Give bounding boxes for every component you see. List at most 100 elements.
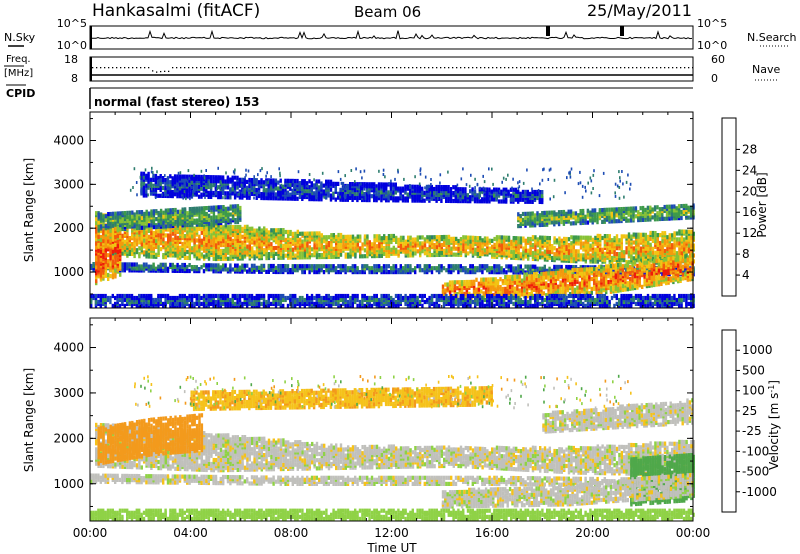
data-cell	[651, 238, 655, 243]
data-cell	[150, 223, 153, 228]
data-cell	[255, 250, 259, 255]
data-cell	[383, 251, 386, 256]
data-cell	[647, 234, 650, 239]
data-cell	[332, 233, 335, 238]
data-cell	[370, 266, 374, 271]
data-cell	[354, 268, 357, 273]
data-cell	[186, 264, 189, 270]
data-cell	[579, 257, 583, 262]
data-cell	[358, 270, 362, 275]
data-cell	[404, 264, 407, 269]
data-cell	[452, 236, 455, 241]
data-cell	[455, 246, 458, 251]
data-cell	[272, 253, 275, 258]
data-cell	[157, 193, 160, 198]
data-cell	[383, 245, 386, 251]
data-cell	[399, 243, 403, 248]
data-cell	[274, 178, 278, 183]
data-cell	[181, 251, 184, 256]
data-cell	[382, 264, 386, 269]
data-cell	[495, 264, 498, 269]
data-cell	[227, 206, 230, 211]
data-cell	[234, 225, 237, 230]
data-cell	[207, 184, 210, 190]
data-cell	[407, 235, 410, 240]
data-cell	[368, 240, 371, 245]
data-cell	[243, 187, 246, 192]
data-cell	[203, 248, 206, 253]
data-cell	[685, 229, 688, 234]
data-cell	[527, 236, 530, 241]
data-cell	[159, 174, 162, 179]
data-cell	[233, 181, 237, 186]
data-cell	[121, 211, 124, 216]
data-cell	[270, 228, 273, 233]
data-cell	[382, 270, 386, 275]
freq-point	[588, 67, 590, 69]
data-cell	[212, 205, 216, 210]
data-cell	[358, 192, 361, 197]
data-cell	[378, 234, 381, 239]
data-cell	[140, 222, 143, 227]
data-cell	[565, 264, 568, 270]
data-cell	[445, 248, 448, 253]
data-cell	[349, 182, 352, 187]
data-cell	[531, 254, 535, 259]
data-cell	[227, 246, 230, 251]
data-cell	[215, 249, 218, 254]
data-cell	[186, 255, 189, 260]
data-cell	[207, 205, 211, 210]
data-cell	[142, 185, 146, 190]
data-cell	[446, 286, 449, 291]
data-cell	[207, 227, 211, 232]
data-cell	[219, 209, 223, 214]
freq-point	[512, 67, 514, 69]
data-cell	[159, 239, 163, 244]
data-cell	[373, 186, 376, 191]
data-cell	[481, 187, 484, 192]
data-cell	[174, 219, 177, 224]
data-cell	[161, 191, 165, 196]
data-cell	[277, 186, 280, 191]
data-cell	[159, 220, 163, 225]
data-cell	[176, 223, 180, 228]
nave-tick-high: 60	[711, 53, 725, 66]
data-cell	[126, 214, 129, 219]
data-cell	[272, 246, 275, 251]
data-cell	[373, 182, 376, 187]
data-cell	[471, 264, 474, 269]
data-cell	[272, 178, 275, 183]
data-cell	[174, 211, 177, 216]
freq-point	[312, 67, 314, 69]
data-cell	[284, 253, 287, 258]
data-cell	[627, 252, 631, 257]
data-cell	[241, 263, 244, 268]
freq-point	[516, 67, 518, 69]
data-cell	[143, 242, 146, 247]
data-cell	[538, 197, 541, 203]
data-cell	[224, 206, 228, 211]
data-cell	[589, 243, 592, 248]
data-cell	[673, 231, 676, 236]
data-cell	[308, 193, 311, 198]
data-cell	[140, 264, 143, 269]
data-cell	[483, 248, 487, 253]
data-cell	[128, 224, 132, 229]
freq-point	[536, 67, 538, 69]
data-cell	[397, 196, 400, 201]
data-cell	[342, 238, 345, 243]
data-cell	[413, 194, 417, 199]
data-cell	[671, 243, 674, 248]
data-cell	[308, 270, 311, 275]
data-cell	[464, 245, 467, 250]
data-cell	[452, 264, 455, 269]
freq-point	[392, 67, 394, 69]
data-cell	[99, 212, 103, 217]
data-cell	[205, 178, 208, 184]
data-cell	[294, 245, 297, 250]
data-cell	[188, 192, 191, 197]
data-cell	[630, 234, 633, 239]
data-cell	[445, 234, 448, 240]
data-cell	[327, 250, 331, 256]
data-cell	[212, 175, 215, 180]
